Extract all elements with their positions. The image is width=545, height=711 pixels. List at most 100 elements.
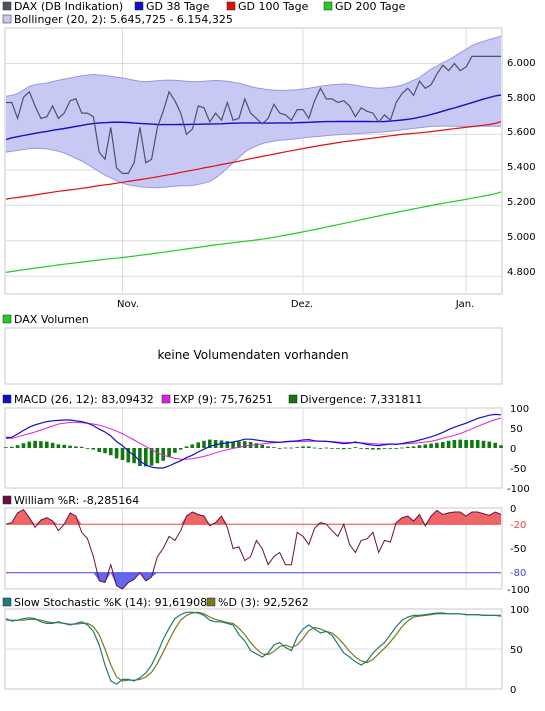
divergence-bar — [62, 444, 66, 448]
divergence-bar — [365, 448, 369, 450]
divergence-bar — [138, 448, 142, 466]
legend-label-gd38: GD 38 Tage — [146, 0, 210, 13]
legend-label-william: William %R: -8,285164 — [14, 494, 139, 507]
divergence-bar — [406, 446, 410, 448]
divergence-bar — [103, 448, 107, 454]
main-panel: DAX (DB Indikation) GD 38 Tage GD 100 Ta… — [2, 0, 536, 310]
divergence-bar — [376, 448, 381, 450]
macd-y-tick-minus100: -100 — [507, 484, 530, 495]
divergence-bar — [114, 448, 119, 459]
divergence-bar — [446, 440, 451, 448]
william-panel: William %R: -8,285164 0 -20 -50 -80 -100 — [2, 494, 530, 596]
divergence-bar — [371, 448, 375, 450]
william-oversold-fill — [6, 572, 501, 589]
divergence-bar — [27, 441, 32, 448]
divergence-bar — [196, 442, 200, 448]
divergence-bar — [254, 443, 259, 448]
legend-swatch-divergence — [288, 394, 298, 404]
stochastic-panel: Slow Stochastic %K (14): 91,61908 %D (3)… — [2, 596, 529, 696]
main-y-tick-5400: 5.400 — [507, 162, 536, 173]
divergence-bar — [312, 447, 317, 449]
bollinger-band — [6, 36, 501, 188]
divergence-bar — [458, 439, 462, 448]
divergence-bar — [487, 441, 492, 448]
divergence-bar — [202, 440, 206, 448]
divergence-bar — [208, 439, 212, 448]
divergence-bar — [353, 447, 358, 448]
divergence-bar — [307, 446, 311, 448]
gd38-line — [5, 94, 502, 141]
divergence-bar — [213, 440, 218, 448]
william-y-tick-minus50: -50 — [510, 544, 526, 555]
divergence-bar — [475, 440, 480, 448]
macd-legend: MACD (26, 12): 83,09432 EXP (9): 75,7625… — [2, 393, 422, 406]
divergence-bar — [120, 448, 125, 460]
divergence-bars — [4, 439, 503, 467]
divergence-bar — [266, 446, 270, 448]
divergence-bar — [173, 448, 177, 453]
macd-y-tick-100: 100 — [510, 404, 529, 415]
divergence-bar — [74, 446, 78, 448]
legend-label-stoch-d: %D (3): 92,5262 — [218, 596, 309, 609]
divergence-bar — [435, 442, 439, 448]
divergence-bar — [400, 447, 404, 449]
divergence-bar — [493, 442, 497, 448]
main-x-axis: Nov. Dez. Jan. — [117, 299, 474, 310]
divergence-bar — [481, 440, 486, 448]
macd-y-tick-0: 0 — [510, 444, 516, 455]
divergence-bar — [342, 448, 346, 450]
divergence-bar — [167, 448, 171, 458]
stochastic-y-axis: 100 50 0 — [510, 605, 529, 696]
gd200-line — [5, 191, 502, 273]
divergence-bar — [359, 448, 363, 449]
stoch-k-line — [5, 611, 502, 685]
main-y-tick-4800: 4.800 — [507, 267, 536, 278]
divergence-bar — [347, 448, 352, 449]
main-y-tick-6000: 6.000 — [507, 58, 536, 69]
stoch-d-line — [6, 611, 501, 682]
legend-label-macd: MACD (26, 12): 83,09432 — [14, 393, 154, 406]
divergence-bar — [10, 446, 14, 448]
legend-swatch-stoch-d — [206, 597, 216, 607]
main-y-tick-5800: 5.800 — [507, 93, 536, 104]
divergence-bar — [318, 448, 323, 449]
divergence-bar — [429, 443, 433, 448]
divergence-bar — [225, 441, 230, 448]
divergence-bar — [441, 442, 445, 448]
divergence-bar — [237, 441, 241, 448]
legend-label-bollinger: Bollinger (20, 2): 5.645,725 - 6.154,325 — [14, 13, 233, 26]
legend-swatch-macd — [2, 394, 12, 404]
dax-price-line — [6, 55, 501, 174]
divergence-bar — [184, 446, 189, 448]
william-overbought-fill — [6, 509, 501, 525]
william-y-axis: 0 -20 -50 -80 -100 — [507, 504, 530, 596]
divergence-bar — [39, 441, 43, 448]
divergence-bar — [260, 444, 264, 448]
divergence-bar — [499, 445, 503, 448]
divergence-bar — [411, 446, 416, 448]
legend-label-divergence: Divergence: 7,331811 — [300, 393, 422, 406]
divergence-bar — [85, 448, 90, 449]
legend-swatch-volume — [2, 314, 12, 324]
divergence-bar — [289, 447, 294, 449]
william-y-tick-0: 0 — [510, 504, 516, 515]
stochastic-legend: Slow Stochastic %K (14): 91,61908 %D (3)… — [2, 596, 309, 609]
stoch-y-tick-0: 0 — [510, 685, 516, 696]
divergence-bar — [452, 440, 457, 448]
divergence-bar — [190, 444, 195, 448]
divergence-bar — [79, 446, 84, 448]
legend-swatch-gd100 — [226, 1, 236, 11]
divergence-bar — [45, 441, 49, 448]
divergence-bar — [91, 448, 96, 450]
divergence-bar — [231, 441, 235, 448]
divergence-bar — [56, 444, 61, 448]
main-plot-frame — [4, 27, 503, 295]
main-y-axis: 6.000 5.800 5.600 5.400 5.200 5.000 4.80… — [507, 58, 536, 278]
divergence-bar — [382, 448, 387, 449]
macd-y-tick-50: 50 — [510, 424, 523, 435]
divergence-bar — [33, 440, 37, 448]
divergence-bar — [277, 448, 282, 449]
legend-label-exp: EXP (9): 75,76251 — [173, 393, 273, 406]
legend-label-gd100: GD 100 Tage — [238, 0, 309, 13]
